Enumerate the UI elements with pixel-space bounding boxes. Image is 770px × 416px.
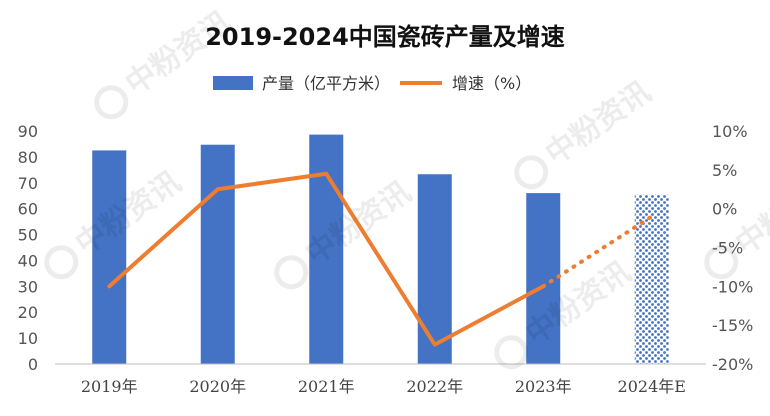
line-series (107, 171, 654, 347)
category-labels: 2019年 2020年 2021年 2022年 2023年 2024年E (81, 377, 686, 396)
right-tick-label: 5% (712, 161, 737, 180)
left-tick-label: 0 (28, 355, 38, 374)
category-label: 2023年 (515, 377, 572, 396)
left-tick-label: 20 (18, 303, 38, 322)
legend: 产量（亿平方米） 增速（%） (213, 74, 531, 93)
legend-swatch-production (213, 76, 253, 90)
left-tick-label: 80 (18, 148, 38, 167)
left-tick-label: 40 (18, 251, 38, 270)
right-tick-label: -5% (712, 239, 743, 258)
legend-label-production: 产量（亿平方米） (262, 74, 390, 93)
category-label: 2024年E (618, 377, 686, 396)
bar (526, 193, 561, 364)
growth-line-forecast (541, 214, 654, 289)
bar (92, 150, 127, 364)
right-tick-label: -20% (712, 355, 753, 374)
left-tick-label: 10 (18, 329, 38, 348)
right-tick-label: -10% (712, 277, 753, 296)
bar-forecast (634, 194, 669, 364)
left-tick-label: 90 (18, 122, 38, 141)
legend-label-growth: 增速（%） (452, 74, 531, 93)
chart-title: 2019-2024中国瓷砖产量及增速 (205, 23, 565, 51)
left-tick-label: 30 (18, 277, 38, 296)
left-axis: 0 10 20 30 40 50 60 70 80 90 (18, 122, 38, 374)
right-tick-label: 0% (712, 200, 737, 219)
left-tick-label: 60 (18, 200, 38, 219)
bar-series (92, 134, 669, 364)
right-tick-label: -15% (712, 316, 753, 335)
left-tick-label: 70 (18, 174, 38, 193)
left-tick-label: 50 (18, 226, 38, 245)
category-label: 2021年 (298, 377, 355, 396)
category-label: 2019年 (81, 377, 138, 396)
category-label: 2020年 (189, 377, 246, 396)
right-axis: -20% -15% -10% -5% 0% 5% 10% (712, 122, 753, 374)
bar (417, 174, 452, 364)
bar (200, 144, 235, 364)
category-label: 2022年 (406, 377, 463, 396)
right-tick-label: 10% (712, 122, 748, 141)
bar (309, 134, 344, 364)
